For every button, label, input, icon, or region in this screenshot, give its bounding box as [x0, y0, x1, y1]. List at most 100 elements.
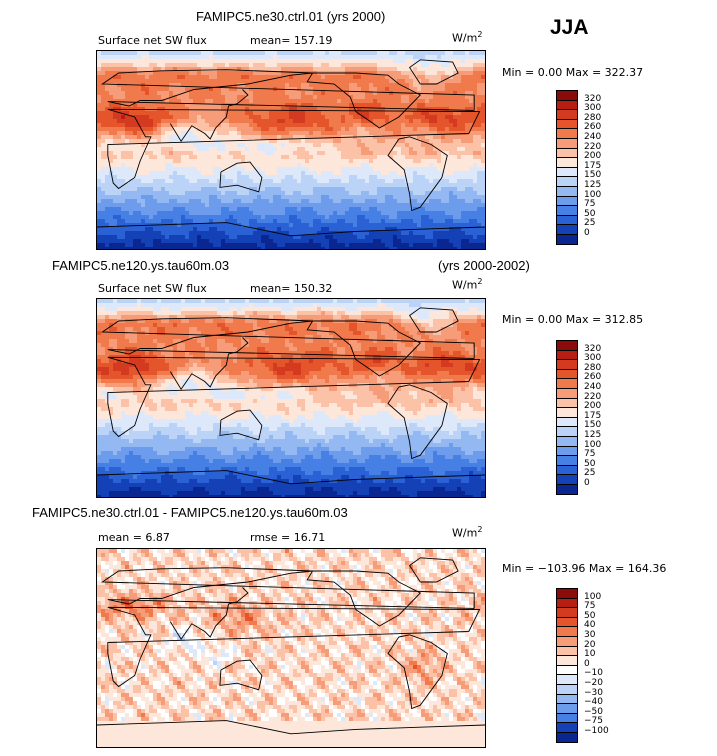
map-cell — [165, 199, 170, 204]
map-cell — [145, 159, 150, 164]
map-cell — [201, 75, 206, 80]
colorbar-swatch — [556, 234, 578, 245]
map-cell — [353, 131, 358, 136]
map-cell — [209, 51, 214, 56]
map-cell — [293, 127, 298, 132]
map-cell — [173, 127, 178, 132]
map-cell — [333, 103, 338, 108]
map-cell — [313, 231, 318, 236]
map-cell — [293, 67, 298, 72]
map-cell — [153, 139, 158, 144]
map-cell — [213, 119, 218, 124]
map-cell — [225, 75, 230, 80]
map-cell — [373, 163, 378, 168]
map-cell — [465, 63, 470, 68]
map-cell — [117, 175, 122, 180]
map-cell — [417, 183, 422, 188]
map-cell — [293, 183, 298, 188]
map-cell — [397, 91, 402, 96]
map-cell — [453, 247, 458, 249]
map-cell — [177, 87, 182, 92]
map-cell — [305, 207, 310, 212]
map-cell — [261, 51, 266, 56]
map-cell — [345, 75, 350, 80]
map-cell — [393, 123, 398, 128]
map-cell — [241, 247, 246, 249]
map-cell — [281, 203, 286, 208]
map-cell — [125, 299, 130, 304]
map-cell — [301, 67, 306, 72]
map-cell — [201, 299, 206, 304]
map-cell — [321, 55, 326, 60]
map-cell — [169, 119, 174, 124]
map-cell — [389, 111, 394, 116]
map-cell — [401, 111, 406, 116]
map-cell — [341, 167, 346, 172]
map-cell — [369, 227, 374, 232]
map-cell — [317, 95, 322, 100]
map-cell — [417, 191, 422, 196]
map-cell — [301, 247, 306, 249]
map-cell — [309, 63, 314, 68]
map-cell — [301, 83, 306, 88]
map-cell — [145, 175, 150, 180]
map-cell — [241, 163, 246, 168]
map-cell — [421, 127, 426, 132]
map-cell — [281, 199, 286, 204]
map-cell — [185, 151, 190, 156]
map-cell — [165, 79, 170, 84]
map-cell — [453, 171, 458, 176]
map-cell — [125, 227, 130, 232]
map-cell — [473, 183, 478, 188]
map-cell — [349, 203, 354, 208]
map-cell — [129, 223, 134, 228]
map-cell — [241, 127, 246, 132]
map-cell — [181, 67, 186, 72]
map-cell — [381, 59, 386, 64]
map-cell — [113, 59, 118, 64]
map-cell — [405, 159, 410, 164]
map-cell — [121, 147, 126, 152]
map-cell — [457, 167, 462, 172]
map-cell — [369, 111, 374, 116]
map-cell — [397, 139, 402, 144]
map-cell — [365, 299, 370, 304]
map-cell — [273, 99, 278, 104]
map-cell — [449, 67, 454, 72]
map-cell — [177, 67, 182, 72]
map-cell — [221, 187, 226, 192]
map-cell — [449, 91, 454, 96]
map-cell — [265, 219, 270, 224]
map-cell — [193, 103, 198, 108]
map-cell — [441, 91, 446, 96]
map-cell — [353, 99, 358, 104]
map-cell — [409, 63, 414, 68]
map-cell — [277, 239, 282, 244]
map-cell — [313, 91, 318, 96]
map-cell — [249, 215, 254, 220]
map-cell — [337, 159, 342, 164]
map-cell — [157, 139, 162, 144]
map-cell — [369, 71, 374, 76]
map-cell — [309, 139, 314, 144]
map-cell — [449, 131, 454, 136]
map-cell — [145, 51, 150, 56]
map-cell — [285, 67, 290, 72]
map-cell — [265, 203, 270, 208]
map-cell — [249, 115, 254, 120]
map-cell — [345, 63, 350, 68]
map-cell — [381, 223, 386, 228]
map-cell — [97, 91, 102, 96]
map-cell — [309, 211, 314, 216]
map-cell — [125, 91, 130, 96]
map-cell — [105, 179, 110, 184]
map-cell — [257, 67, 262, 72]
map-cell — [285, 119, 290, 124]
map-cell — [177, 183, 182, 188]
map-cell — [429, 215, 434, 220]
map-cell — [301, 171, 306, 176]
map-cell — [393, 111, 398, 116]
map-cell — [357, 231, 362, 236]
map-cell — [301, 211, 306, 216]
map-cell — [173, 99, 178, 104]
